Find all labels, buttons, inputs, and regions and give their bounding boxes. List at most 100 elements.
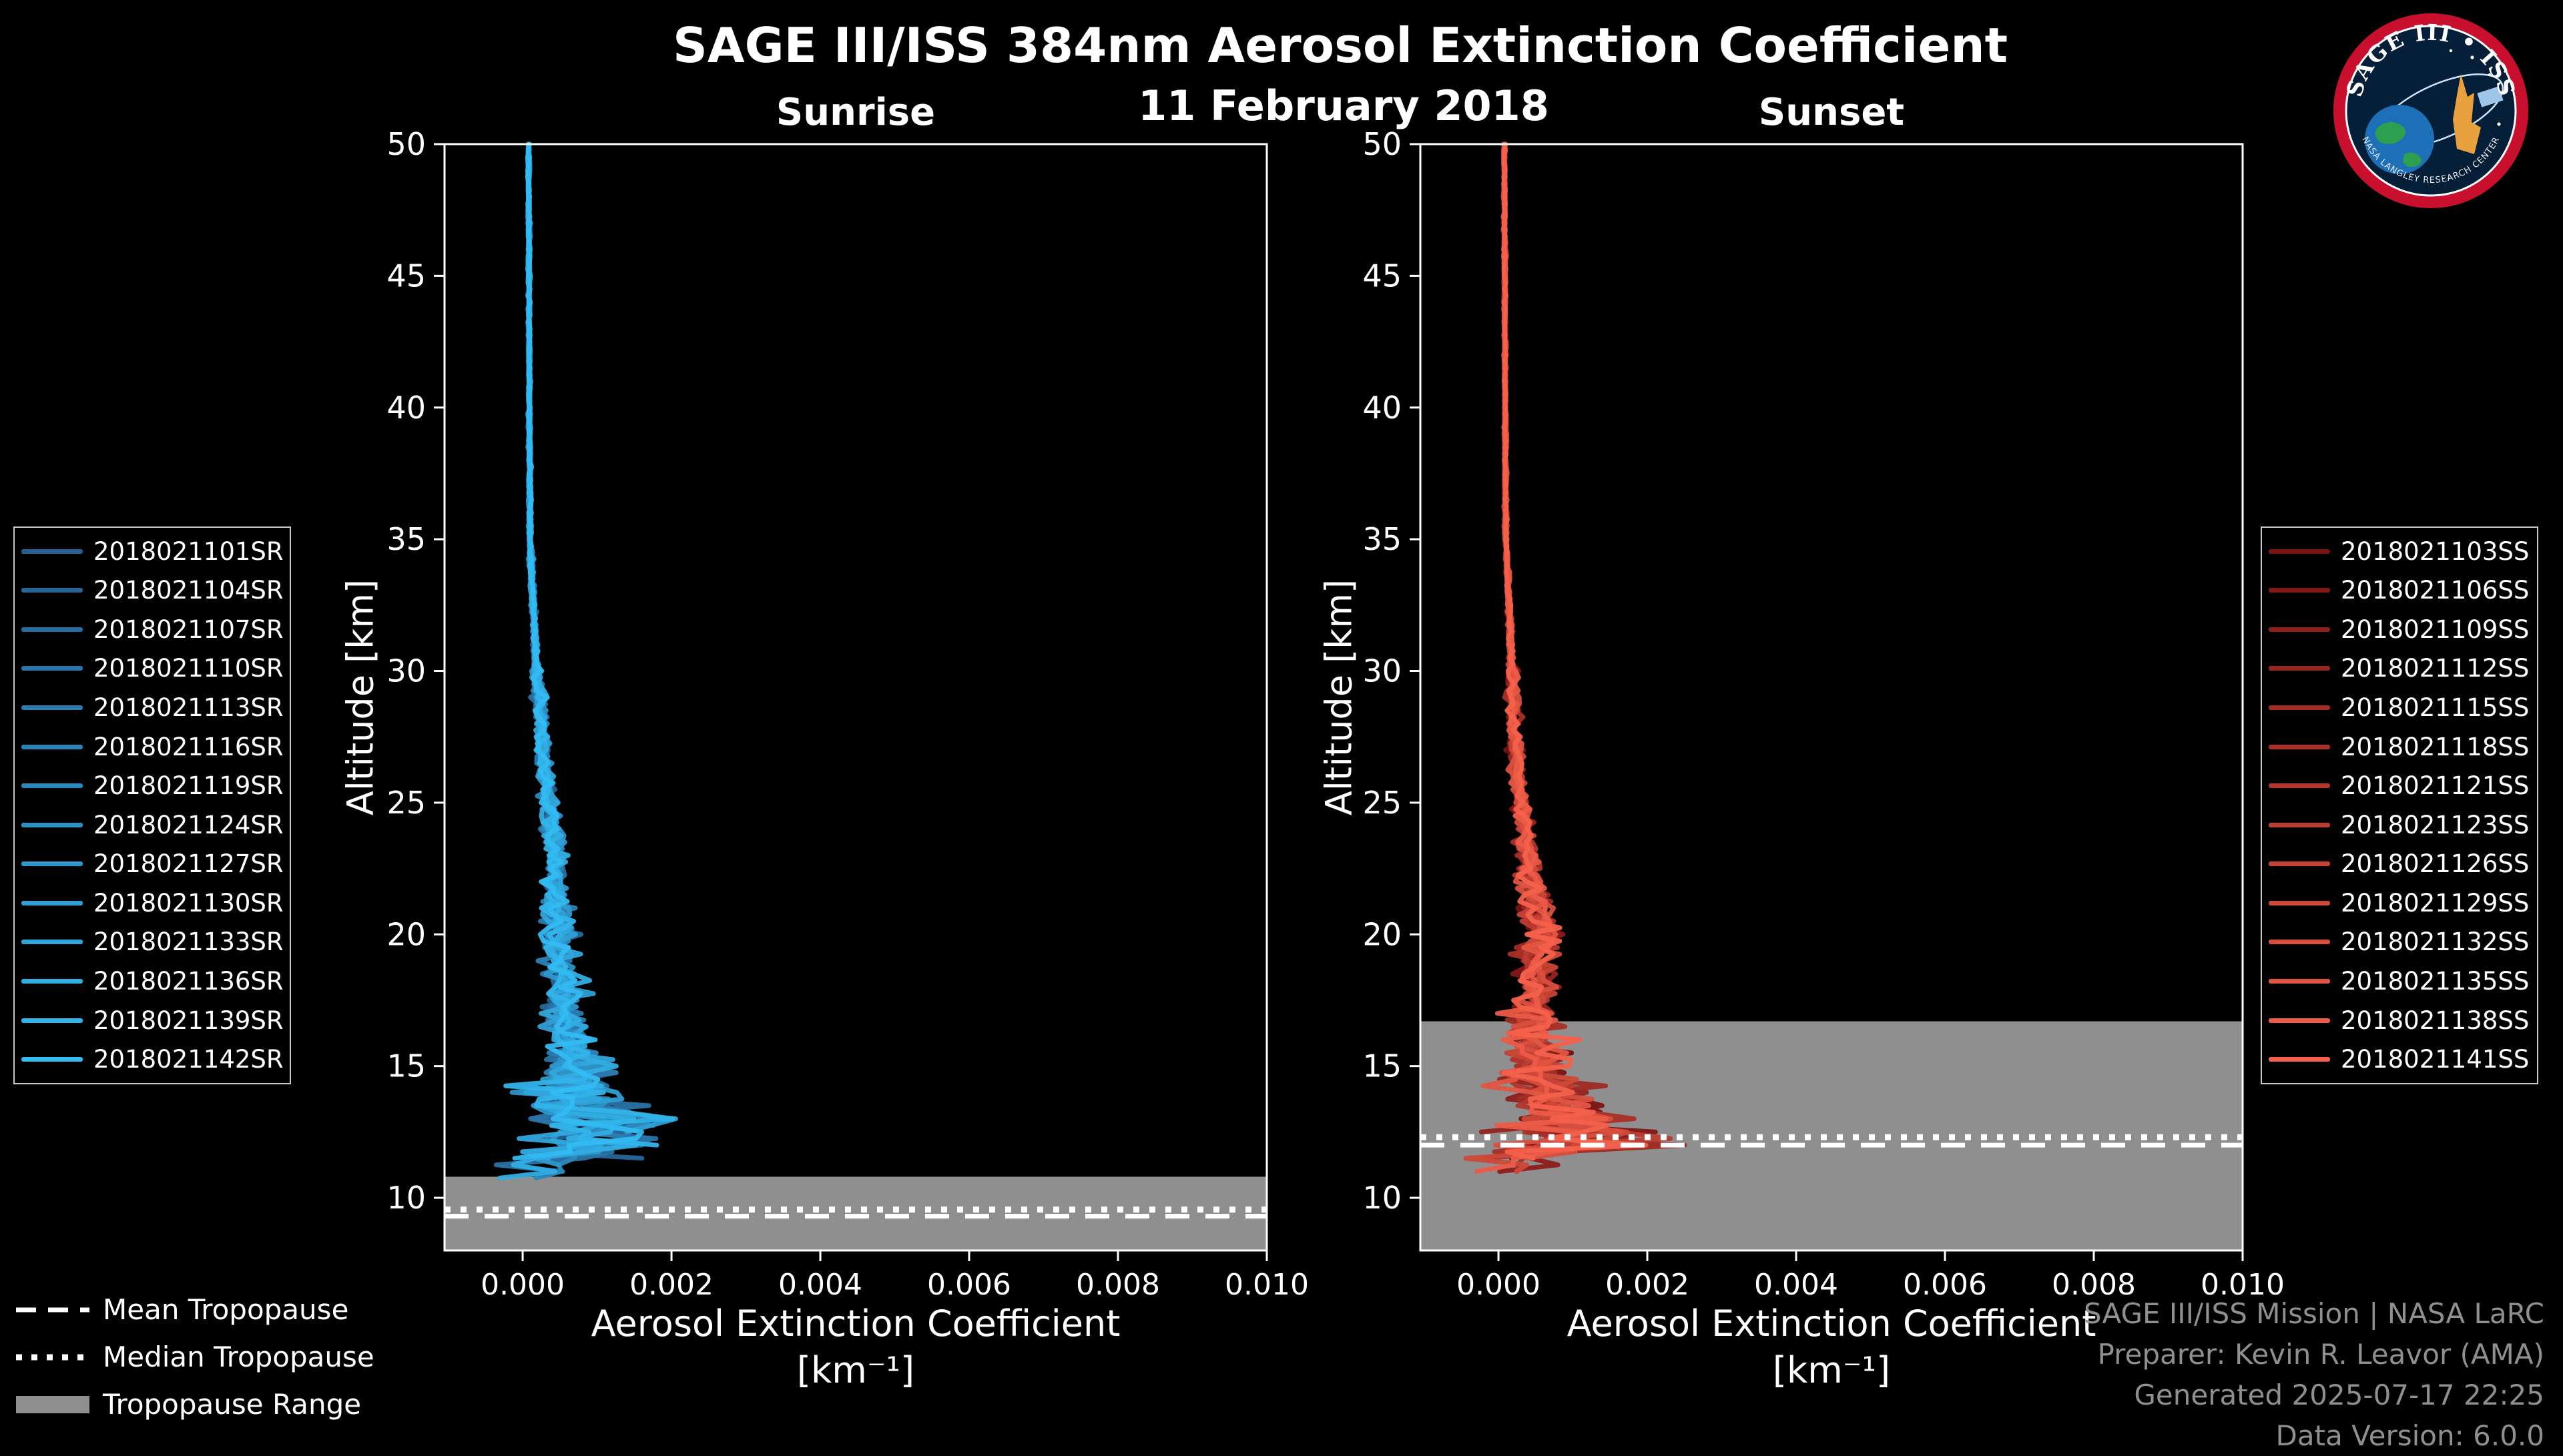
legend-item-label: 2018021124SR xyxy=(93,810,284,839)
legend-line-sample xyxy=(2269,549,2330,554)
x-tick-label: 0.006 xyxy=(1903,1268,1987,1302)
x-tick-label: 0.004 xyxy=(778,1268,862,1302)
x-tick-label: 0.008 xyxy=(1076,1268,1160,1302)
legend-item-label: 2018021121SS xyxy=(2341,771,2530,801)
legend-item-label: 2018021104SR xyxy=(93,576,284,605)
credit-data-version: Data Version: 6.0.0 xyxy=(2275,1419,2544,1452)
y-tick-label: 15 xyxy=(386,1048,426,1084)
legend-line-sample xyxy=(21,744,83,749)
logo-earth-land-2 xyxy=(2403,152,2422,167)
legend-line-sample xyxy=(21,666,83,671)
mean-tropopause-label: Mean Tropopause xyxy=(103,1293,349,1326)
y-tick-label: 20 xyxy=(1362,916,1402,952)
legend-item-label: 2018021112SS xyxy=(2341,654,2530,683)
legend-item-label: 2018021101SR xyxy=(93,536,284,566)
legend-item: 2018021109SS xyxy=(2269,615,2530,644)
legend-item-label: 2018021115SS xyxy=(2341,693,2530,723)
y-tick-label: 35 xyxy=(1362,521,1402,557)
y-tick-label: 35 xyxy=(386,521,426,557)
legend-item: 2018021130SR xyxy=(21,889,284,918)
legend-line-sample xyxy=(2269,1018,2330,1023)
logo-station xyxy=(2477,86,2504,107)
x-tick-label: 0.000 xyxy=(481,1268,565,1302)
sage-iii-iss-logo: SAGE III • ISS NASA LANGLEY RESEARCH CEN… xyxy=(2331,11,2531,211)
legend-item-label: 2018021126SS xyxy=(2341,849,2530,879)
y-tick-label: 30 xyxy=(386,653,426,689)
legend-line-sample xyxy=(21,549,83,554)
profile-curve-2018021116SR xyxy=(521,141,656,1154)
legend-item: 2018021113SR xyxy=(21,693,284,723)
legend-item-label: 2018021113SR xyxy=(93,693,284,723)
legend-item-label: 2018021139SR xyxy=(93,1006,284,1035)
legend-item-label: 2018021109SS xyxy=(2341,615,2530,644)
legend-item-label: 2018021118SS xyxy=(2341,732,2530,761)
legend-line-sample xyxy=(2269,627,2330,632)
legend-line-sample xyxy=(2269,1057,2330,1062)
legend-line-sample xyxy=(2269,978,2330,984)
legend-line-sample xyxy=(21,861,83,867)
legend-item: 2018021129SS xyxy=(2269,889,2530,918)
legend-line-sample xyxy=(21,900,83,905)
credit-generated: Generated 2025-07-17 22:25 xyxy=(2134,1379,2544,1411)
figure-date: 11 February 2018 xyxy=(1138,81,1549,130)
profile-curve-2018021138SS xyxy=(1474,141,1609,1174)
credit-mission: SAGE III/ISS Mission | NASA LaRC xyxy=(2084,1297,2544,1330)
legend-line-sample xyxy=(2269,744,2330,749)
legend-item: 2018021104SR xyxy=(21,576,284,605)
profile-curve-2018021123SS xyxy=(1500,141,1673,1154)
legend-item: 2018021141SS xyxy=(2269,1045,2530,1074)
mean-tropopause-line-sample xyxy=(16,1300,89,1320)
sunrise-legend: 2018021101SR 2018021104SR 2018021107SR 2018… xyxy=(13,526,291,1084)
legend-line-sample xyxy=(2269,822,2330,827)
legend-item: 2018021132SS xyxy=(2269,928,2530,956)
tropopause-legend: Mean Tropopause Median Tropopause Tropop… xyxy=(16,1293,374,1421)
y-tick-label: 25 xyxy=(386,785,426,821)
legend-item: 2018021103SS xyxy=(2269,537,2530,566)
tropopause-legend-range: Tropopause Range xyxy=(16,1388,374,1421)
y-tick-label: 40 xyxy=(1362,390,1402,426)
sunset-legend: 2018021103SS 2018021106SS 2018021109SS 2018… xyxy=(2261,526,2538,1084)
panel-title-sunrise: Sunrise xyxy=(776,91,936,134)
logo-star xyxy=(2497,122,2501,126)
tropopause-range-label: Tropopause Range xyxy=(103,1388,362,1421)
legend-item: 2018021121SS xyxy=(2269,771,2530,800)
legend-item: 2018021106SS xyxy=(2269,576,2530,605)
legend-item: 2018021136SR xyxy=(21,967,284,996)
credits: SAGE III/ISS Mission | NASA LaRC Prepare… xyxy=(2084,1293,2544,1456)
y-axis-label-sunset: Altitude [km] xyxy=(1318,579,1360,816)
median-tropopause-label: Median Tropopause xyxy=(103,1341,374,1373)
median-tropopause-line-sample xyxy=(16,1347,89,1367)
y-tick-label: 50 xyxy=(1362,126,1402,162)
legend-item: 2018021142SR xyxy=(21,1045,284,1074)
legend-item: 2018021123SS xyxy=(2269,811,2530,839)
y-tick-label: 50 xyxy=(386,126,426,162)
figure-title: SAGE III/ISS 384nm Aerosol Extinction Co… xyxy=(672,17,2008,73)
legend-item-label: 2018021110SR xyxy=(93,654,284,683)
legend-item: 2018021107SR xyxy=(21,615,284,644)
y-tick-label: 10 xyxy=(386,1180,426,1216)
logo-graphic: SAGE III • ISS NASA LANGLEY RESEARCH CEN… xyxy=(2333,13,2528,208)
x-tick-label: 0.010 xyxy=(1225,1268,1309,1302)
legend-item: 2018021115SS xyxy=(2269,693,2530,722)
legend-item-label: 2018021123SS xyxy=(2341,810,2530,839)
legend-item: 2018021110SR xyxy=(21,654,284,683)
logo-star xyxy=(2470,55,2474,59)
profile-curve-2018021130SR xyxy=(525,141,678,1134)
legend-line-sample xyxy=(21,978,83,984)
logo-figure xyxy=(2453,74,2481,154)
legend-item: 2018021126SS xyxy=(2269,849,2530,878)
legend-line-sample xyxy=(21,588,83,593)
plot-frame-sunrise xyxy=(443,143,1268,1252)
x-tick-label: 0.008 xyxy=(2052,1268,2136,1302)
profile-curve-2018021104SR xyxy=(525,141,654,1161)
y-tick-label: 20 xyxy=(386,916,426,952)
legend-line-sample xyxy=(2269,666,2330,671)
y-tick-label: 45 xyxy=(1362,258,1402,294)
legend-item-label: 2018021106SS xyxy=(2341,576,2530,605)
legend-line-sample xyxy=(21,705,83,711)
legend-item-label: 2018021107SR xyxy=(93,615,284,644)
logo-star xyxy=(2449,49,2453,53)
legend-line-sample xyxy=(2269,900,2330,905)
